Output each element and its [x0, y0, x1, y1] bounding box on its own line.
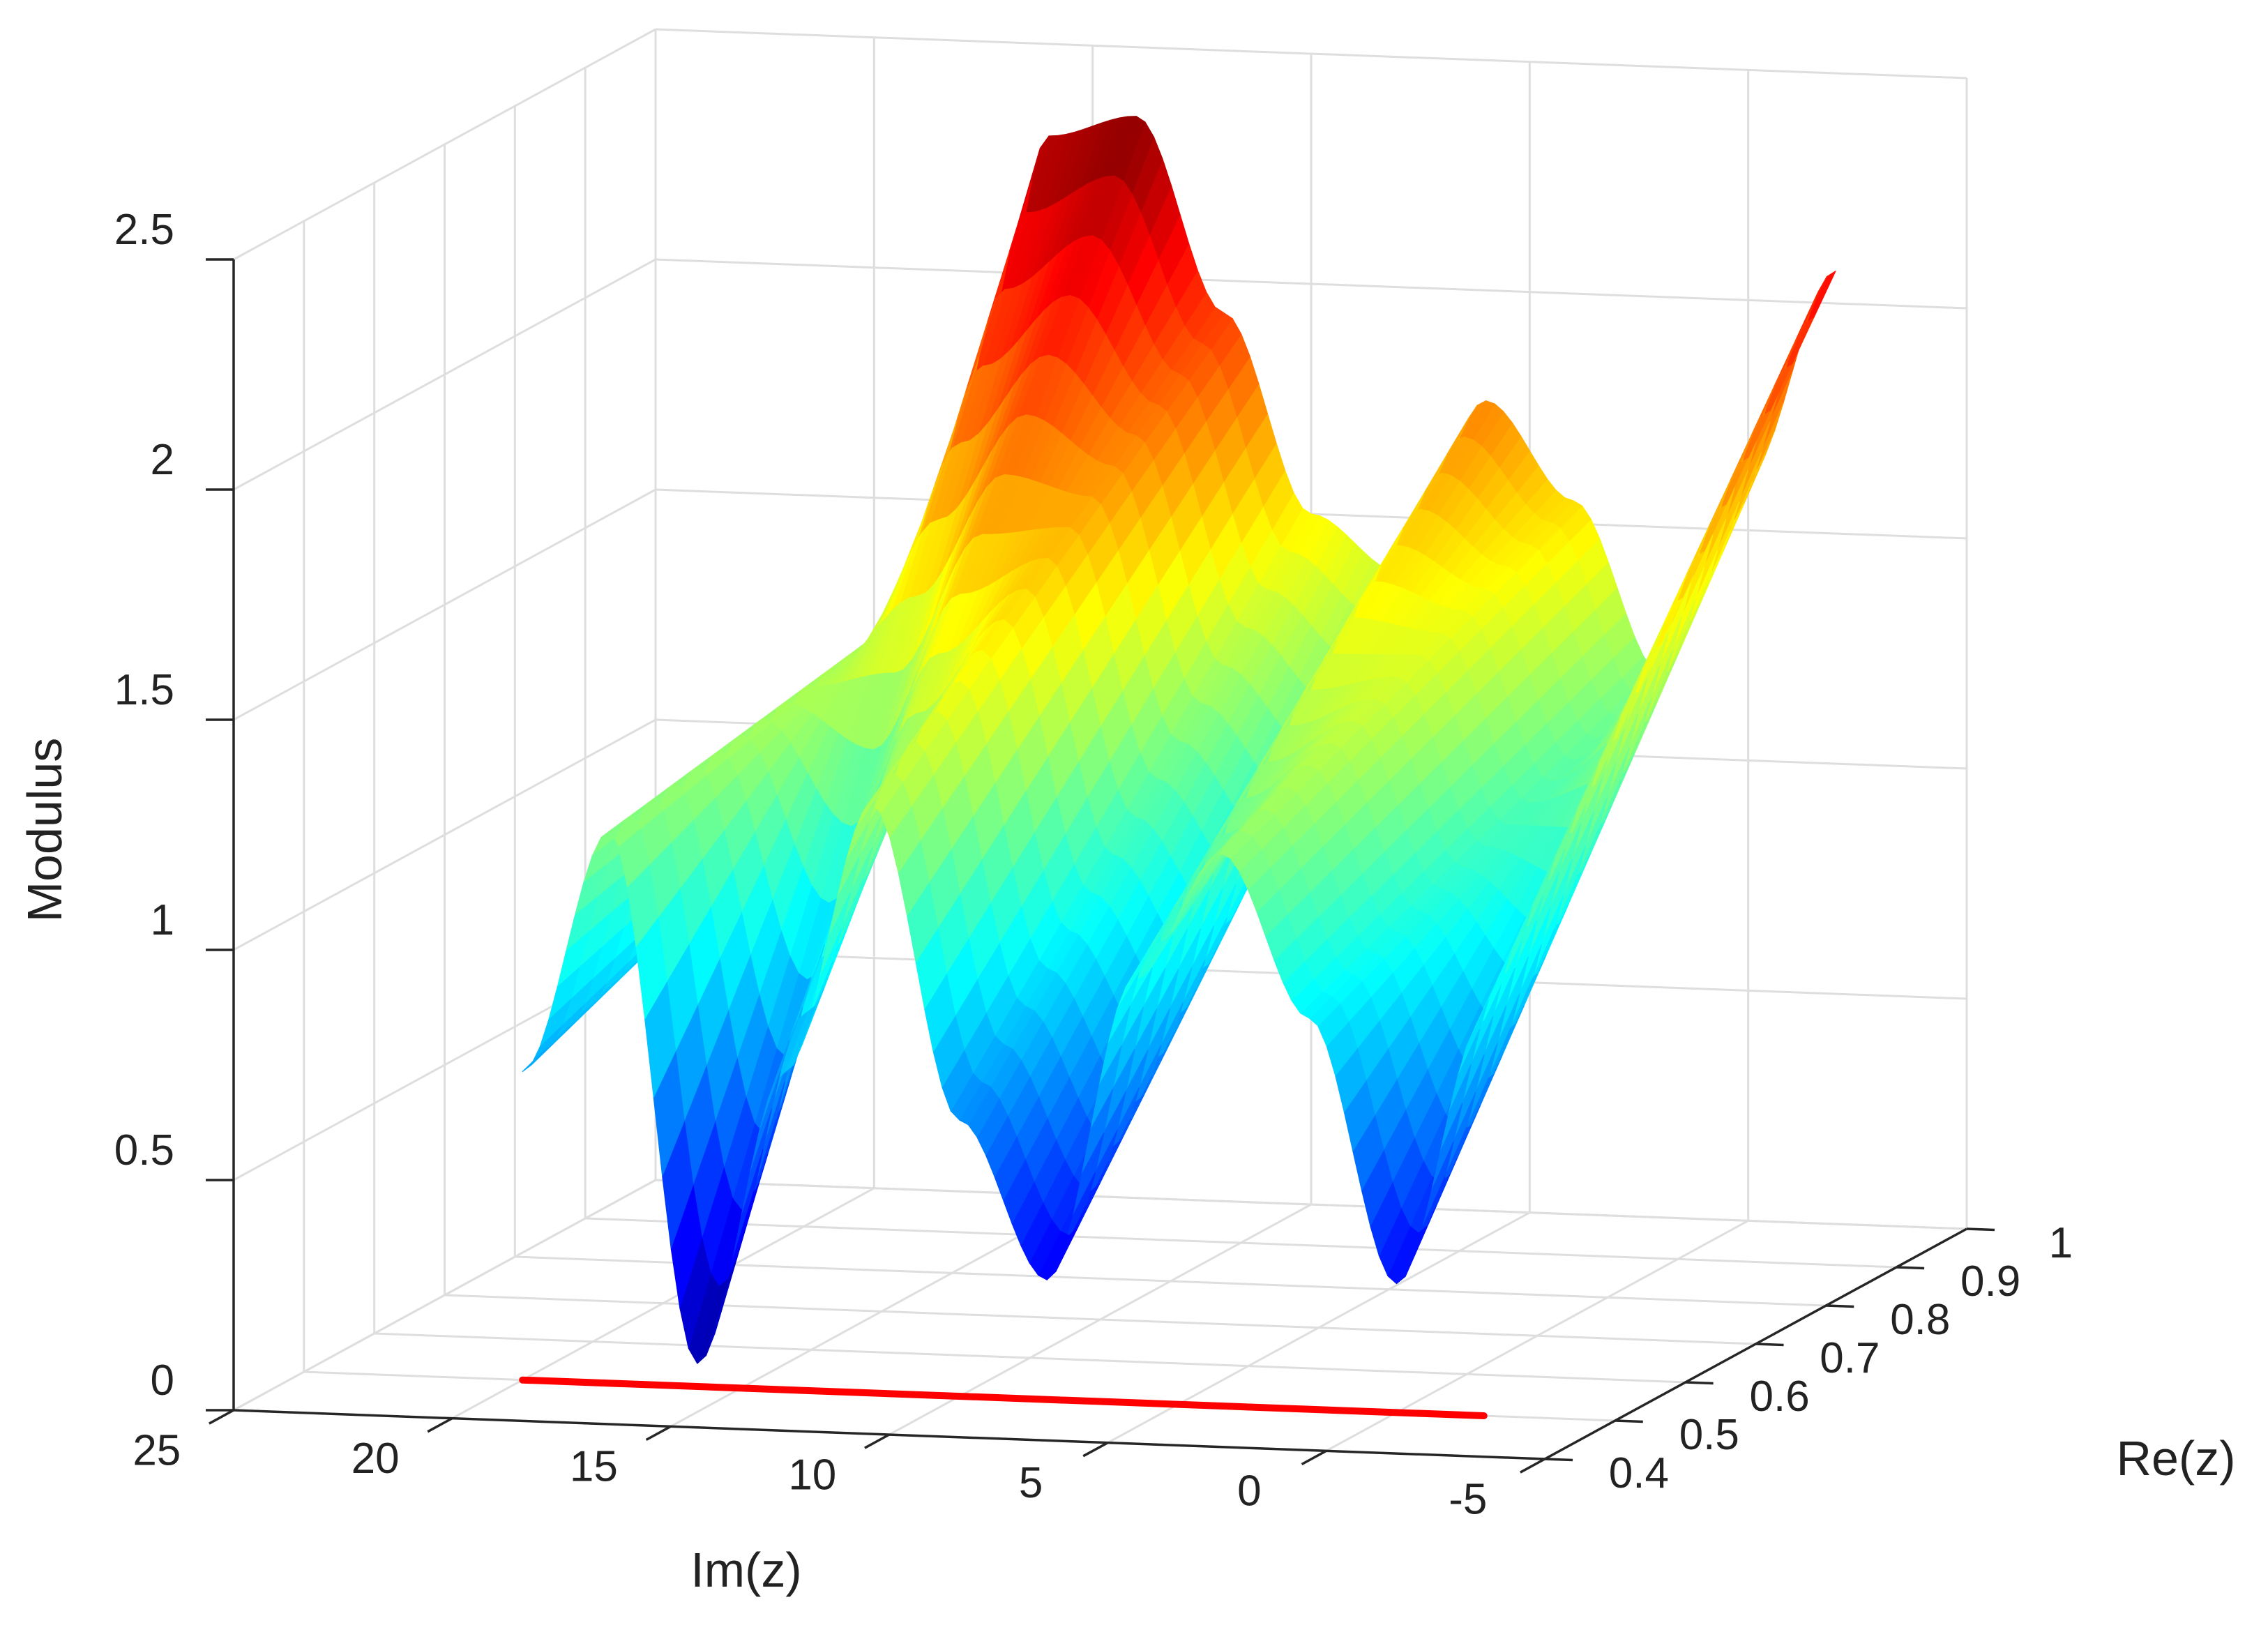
- im-tick: [427, 1417, 453, 1433]
- re-tick: [1966, 1227, 1995, 1232]
- im-tick: [645, 1425, 672, 1442]
- grid-line-left-z: [233, 488, 656, 721]
- re-tick-label: 0.5: [1679, 1411, 1739, 1459]
- grid-line-left-z: [233, 28, 656, 261]
- re-tick: [1755, 1343, 1784, 1347]
- re-axis-title: Re(z): [2116, 1431, 2235, 1486]
- modulus-tick-label: 2.5: [114, 206, 174, 254]
- im-tick: [864, 1433, 890, 1449]
- re-tick-label: 1: [2049, 1219, 2073, 1267]
- grid-line-left-z: [233, 718, 656, 951]
- modulus-tick-label: 1: [151, 896, 174, 944]
- im-axis-title: Im(z): [690, 1543, 801, 1597]
- im-tick-label: 5: [1019, 1459, 1043, 1507]
- modulus-tick-label: 1.5: [114, 666, 174, 714]
- im-tick: [1082, 1442, 1109, 1458]
- im-tick-label: 20: [351, 1435, 400, 1483]
- axes-layer: [206, 258, 1995, 1474]
- modulus-tick-label: 2: [151, 436, 174, 484]
- re-tick-label: 0.6: [1749, 1373, 1809, 1421]
- re-tick: [1685, 1381, 1714, 1385]
- grid-line-back-z: [655, 258, 1967, 310]
- zero-modulus-line: [519, 1376, 1488, 1419]
- surface-patch: [522, 1043, 554, 1073]
- im-tick-label: -5: [1449, 1475, 1487, 1523]
- re-tick: [1615, 1419, 1643, 1423]
- grid-line-left-z: [233, 258, 656, 491]
- im-tick: [1301, 1449, 1327, 1466]
- im-tick: [1520, 1458, 1545, 1474]
- grid-line-back-z: [655, 1179, 1967, 1230]
- im-tick-label: 0: [1237, 1467, 1261, 1516]
- modulus-axis-title: Modulus: [17, 738, 72, 923]
- im-tick-label: 10: [788, 1451, 836, 1499]
- re-tick-label: 0.4: [1609, 1449, 1669, 1497]
- modulus-tick-label: 0.5: [114, 1126, 174, 1174]
- re-tick: [1544, 1458, 1573, 1462]
- grid-line-floor-re: [444, 1294, 1756, 1345]
- re-tick-label: 0.9: [1960, 1257, 2020, 1306]
- re-tick-label: 0.8: [1890, 1296, 1950, 1344]
- grid-line-floor-re: [585, 1217, 1897, 1269]
- im-tick-label: 15: [570, 1443, 618, 1491]
- re-tick: [1896, 1266, 1925, 1270]
- grid-line-left-z: [233, 1179, 656, 1412]
- modulus-tick-label: 0: [151, 1356, 174, 1405]
- im-tick: [209, 1409, 234, 1425]
- grid-line-floor-re: [374, 1332, 1686, 1384]
- zero-line-layer: [519, 1376, 1488, 1419]
- grid-line-back-z: [655, 28, 1967, 80]
- tick-label-layer: 25 20 15 10 5 0 -50.40.50.60.70.80.9100.511.52…: [114, 206, 2073, 1523]
- im-tick-label: 25: [133, 1426, 181, 1474]
- re-tick-label: 0.7: [1820, 1334, 1880, 1382]
- surface-layer: [522, 116, 1836, 1364]
- re-tick: [1826, 1304, 1854, 1308]
